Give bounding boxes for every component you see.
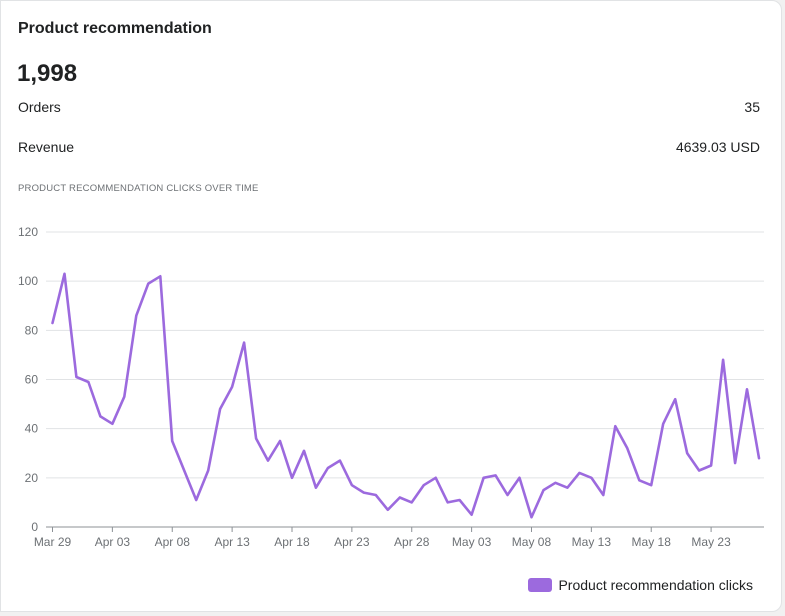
data-point xyxy=(231,386,233,388)
data-point xyxy=(662,423,664,425)
data-point xyxy=(746,388,748,390)
x-tick-label: Apr 08 xyxy=(155,535,191,549)
data-point xyxy=(446,501,448,503)
data-point xyxy=(315,486,317,488)
data-point xyxy=(638,479,640,481)
x-tick-label: May 13 xyxy=(572,535,612,549)
data-point xyxy=(291,477,293,479)
y-tick-label: 120 xyxy=(18,225,38,239)
data-point xyxy=(363,491,365,493)
data-point xyxy=(51,322,53,324)
data-point xyxy=(375,494,377,496)
data-point xyxy=(602,494,604,496)
data-point xyxy=(626,447,628,449)
orders-label: Orders xyxy=(18,99,61,115)
data-point xyxy=(734,462,736,464)
data-point xyxy=(710,464,712,466)
x-tick-label: Apr 28 xyxy=(394,535,430,549)
data-point xyxy=(159,275,161,277)
data-point xyxy=(183,469,185,471)
data-point xyxy=(351,484,353,486)
data-point xyxy=(327,467,329,469)
data-point xyxy=(147,282,149,284)
data-point xyxy=(63,273,65,275)
x-tick-label: Apr 13 xyxy=(214,535,250,549)
data-point xyxy=(758,457,760,459)
total-clicks-value: 1,998 xyxy=(17,60,78,87)
y-tick-label: 60 xyxy=(25,373,39,387)
data-point xyxy=(554,482,556,484)
data-point xyxy=(423,484,425,486)
x-tick-label: May 23 xyxy=(691,535,731,549)
data-point xyxy=(207,469,209,471)
chart-legend[interactable]: Product recommendation clicks xyxy=(528,577,753,593)
y-tick-label: 100 xyxy=(18,274,38,288)
data-point xyxy=(339,459,341,461)
y-tick-label: 80 xyxy=(25,323,39,337)
data-point xyxy=(399,496,401,498)
data-point xyxy=(590,477,592,479)
data-point xyxy=(279,440,281,442)
data-point xyxy=(494,474,496,476)
y-tick-label: 0 xyxy=(31,520,38,534)
data-point xyxy=(99,415,101,417)
x-tick-label: May 18 xyxy=(632,535,672,549)
data-point xyxy=(195,499,197,501)
orders-row: Orders 35 xyxy=(18,99,760,115)
x-tick-label: Apr 03 xyxy=(95,535,131,549)
data-point xyxy=(698,469,700,471)
data-point xyxy=(255,437,257,439)
data-point xyxy=(470,514,472,516)
data-point xyxy=(303,450,305,452)
data-point xyxy=(650,484,652,486)
revenue-label: Revenue xyxy=(18,139,75,155)
data-point xyxy=(722,359,724,361)
data-point xyxy=(518,477,520,479)
data-point xyxy=(411,501,413,503)
data-point xyxy=(542,489,544,491)
data-point xyxy=(674,398,676,400)
data-point xyxy=(530,516,532,518)
data-point xyxy=(111,423,113,425)
data-point xyxy=(87,381,89,383)
data-point xyxy=(614,425,616,427)
data-point xyxy=(482,477,484,479)
card-title: Product recommendation xyxy=(18,20,212,37)
data-point xyxy=(458,499,460,501)
data-point xyxy=(219,408,221,410)
revenue-row: Revenue 4639.03 USD xyxy=(18,139,760,155)
data-point xyxy=(267,459,269,461)
data-point xyxy=(686,452,688,454)
y-tick-label: 20 xyxy=(25,471,39,485)
data-point xyxy=(171,440,173,442)
x-tick-label: May 03 xyxy=(452,535,492,549)
data-point xyxy=(434,477,436,479)
data-point xyxy=(243,341,245,343)
data-point xyxy=(578,472,580,474)
data-point xyxy=(506,494,508,496)
legend-swatch xyxy=(528,578,553,592)
x-tick-label: Apr 23 xyxy=(334,535,370,549)
legend-label: Product recommendation clicks xyxy=(558,577,753,593)
y-tick-label: 40 xyxy=(25,422,39,436)
chart-subtitle: PRODUCT RECOMMENDATION CLICKS OVER TIME xyxy=(18,183,259,194)
data-point xyxy=(75,376,77,378)
x-tick-label: Apr 18 xyxy=(274,535,310,549)
data-point xyxy=(123,396,125,398)
orders-value: 35 xyxy=(744,99,760,115)
revenue-value: 4639.03 USD xyxy=(675,139,760,155)
data-point xyxy=(387,509,389,511)
data-point xyxy=(566,486,568,488)
x-tick-label: May 08 xyxy=(512,535,552,549)
clicks-line-chart: 0 20 40 60 80 100 120 Mar 29 Apr 03 Apr 08 Apr 13 A… xyxy=(18,225,764,549)
series-line-product-recommendation-clicks xyxy=(51,272,761,519)
data-point xyxy=(135,314,137,316)
x-tick-label: Mar 29 xyxy=(34,535,72,549)
